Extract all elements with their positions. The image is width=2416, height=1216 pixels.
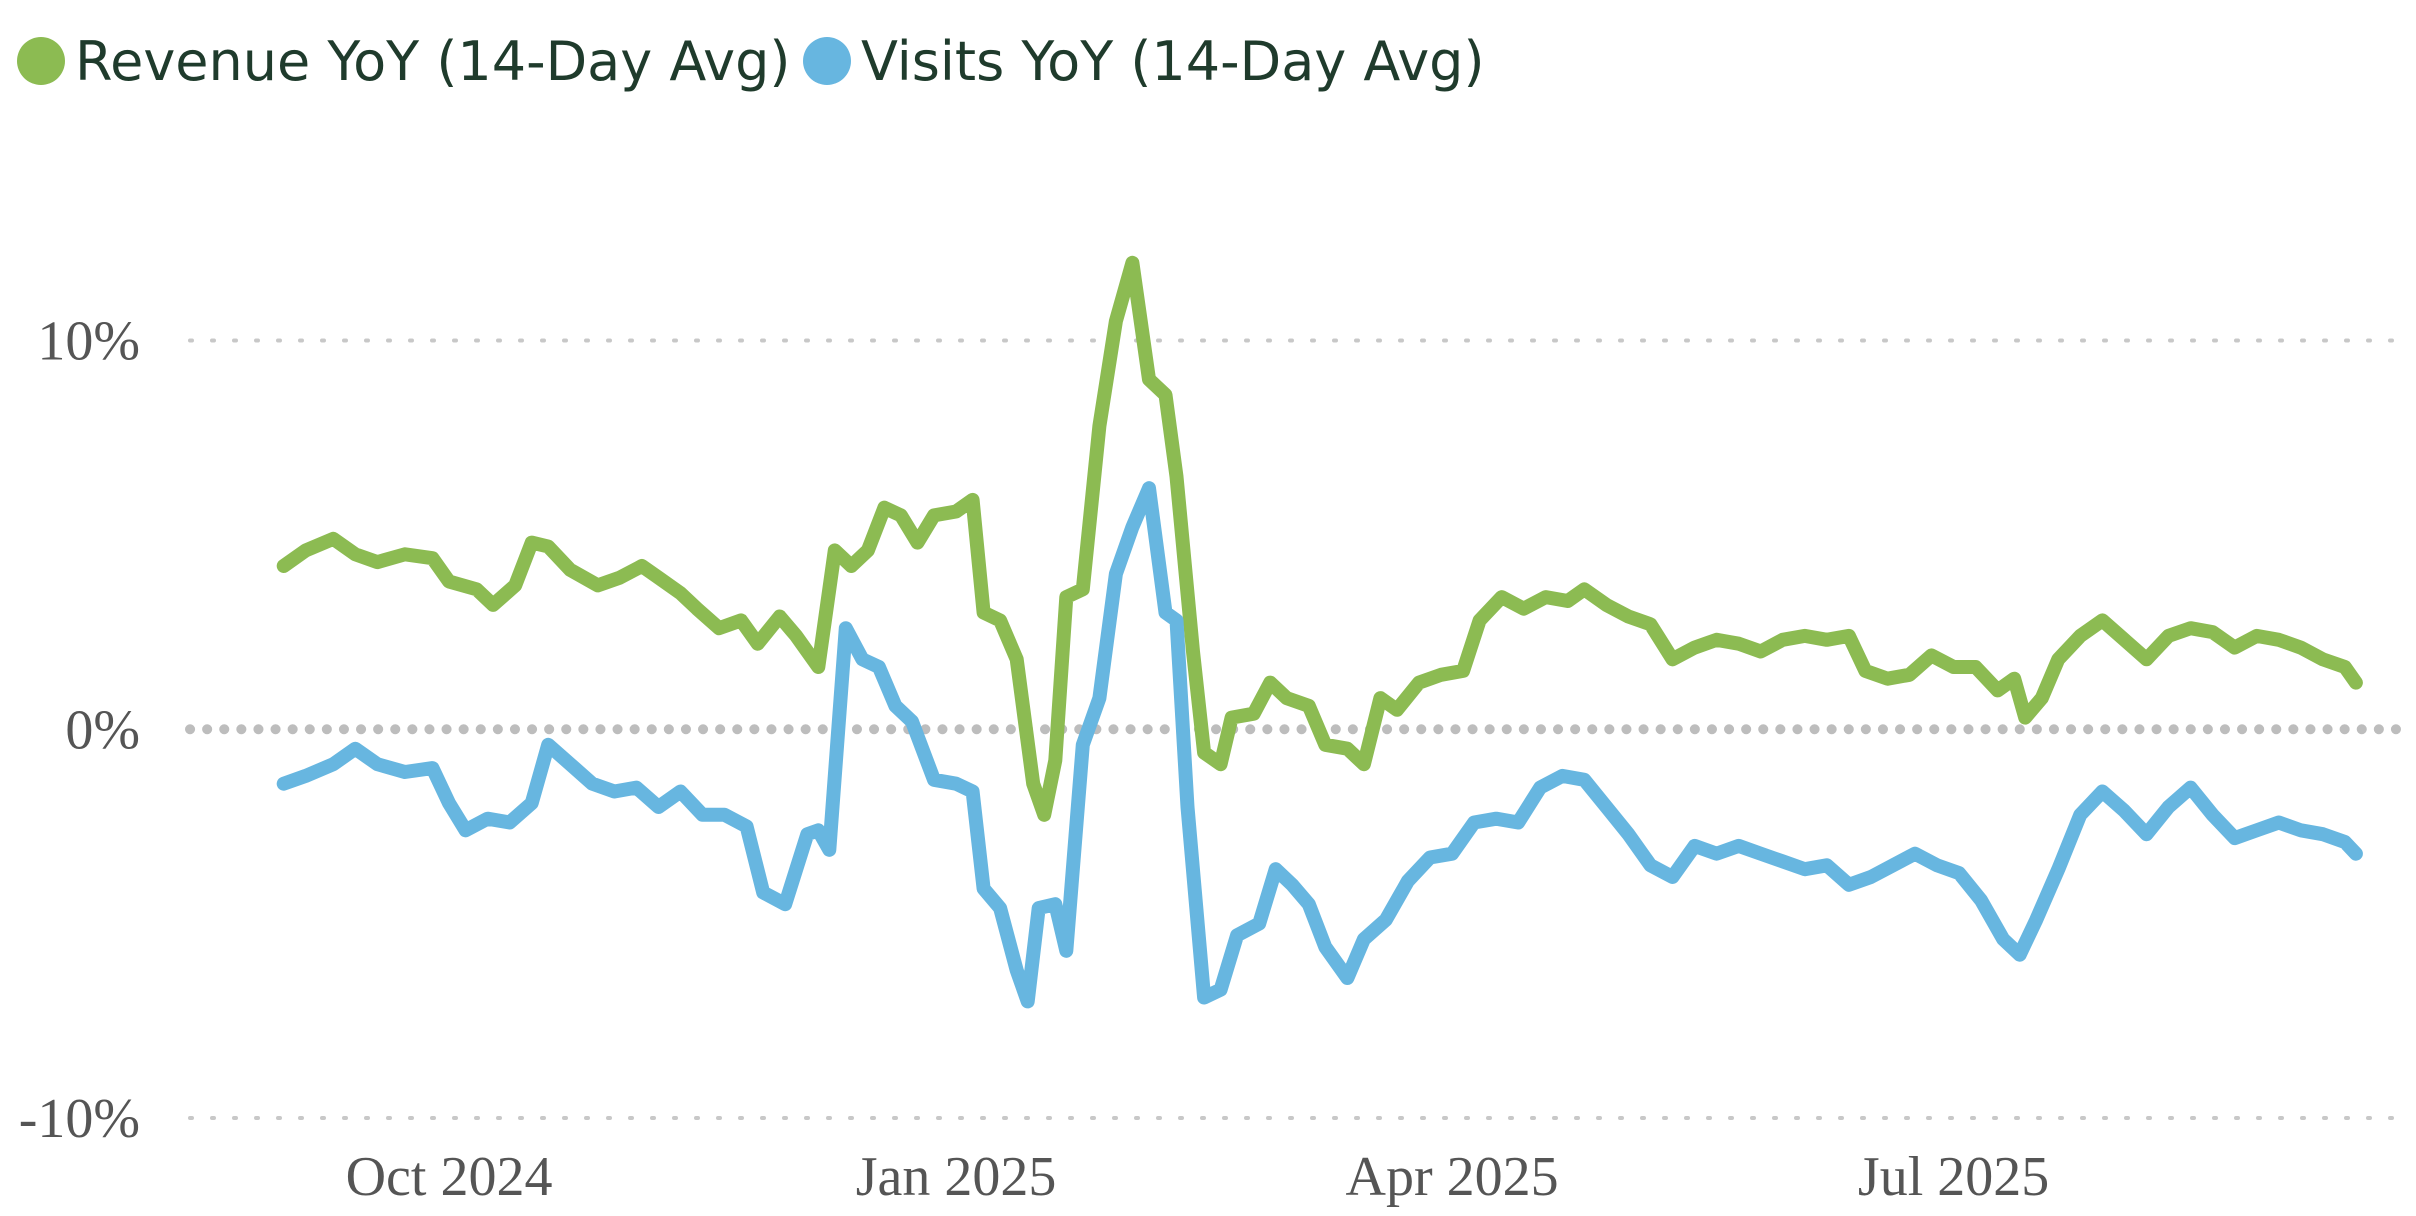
revenue-yoy-line <box>276 255 2363 822</box>
legend-item-revenue: Revenue YoY (14-Day Avg) <box>17 30 790 93</box>
x-tick-label: Apr 2025 <box>1346 1146 1559 1208</box>
legend-label-visits: Visits YoY (14-Day Avg) <box>861 30 1485 93</box>
x-tick-label: Jul 2025 <box>1858 1146 2049 1208</box>
y-tick-label: 0% <box>65 699 140 761</box>
y-tick-label: -10% <box>19 1088 140 1150</box>
gridlines <box>185 338 2405 1120</box>
legend-swatch-visits <box>803 37 851 85</box>
x-tick-label: Oct 2024 <box>346 1146 553 1208</box>
legend-swatch-revenue <box>17 37 65 85</box>
y-tick-label: 10% <box>37 311 140 373</box>
legend-label-revenue: Revenue YoY (14-Day Avg) <box>75 30 790 93</box>
x-axis: Oct 2024 Jan 2025 Apr 2025 Jul 2025 <box>346 1146 2050 1208</box>
x-tick-label: Jan 2025 <box>856 1146 1057 1208</box>
legend-item-visits: Visits YoY (14-Day Avg) <box>803 30 1485 93</box>
visits-yoy-line <box>276 481 2363 1009</box>
y-axis: 10% 0% -10% <box>19 311 140 1151</box>
series-layer <box>276 255 2363 1009</box>
chart-legend: Revenue YoY (14-Day Avg) Visits YoY (14-… <box>17 30 1485 93</box>
